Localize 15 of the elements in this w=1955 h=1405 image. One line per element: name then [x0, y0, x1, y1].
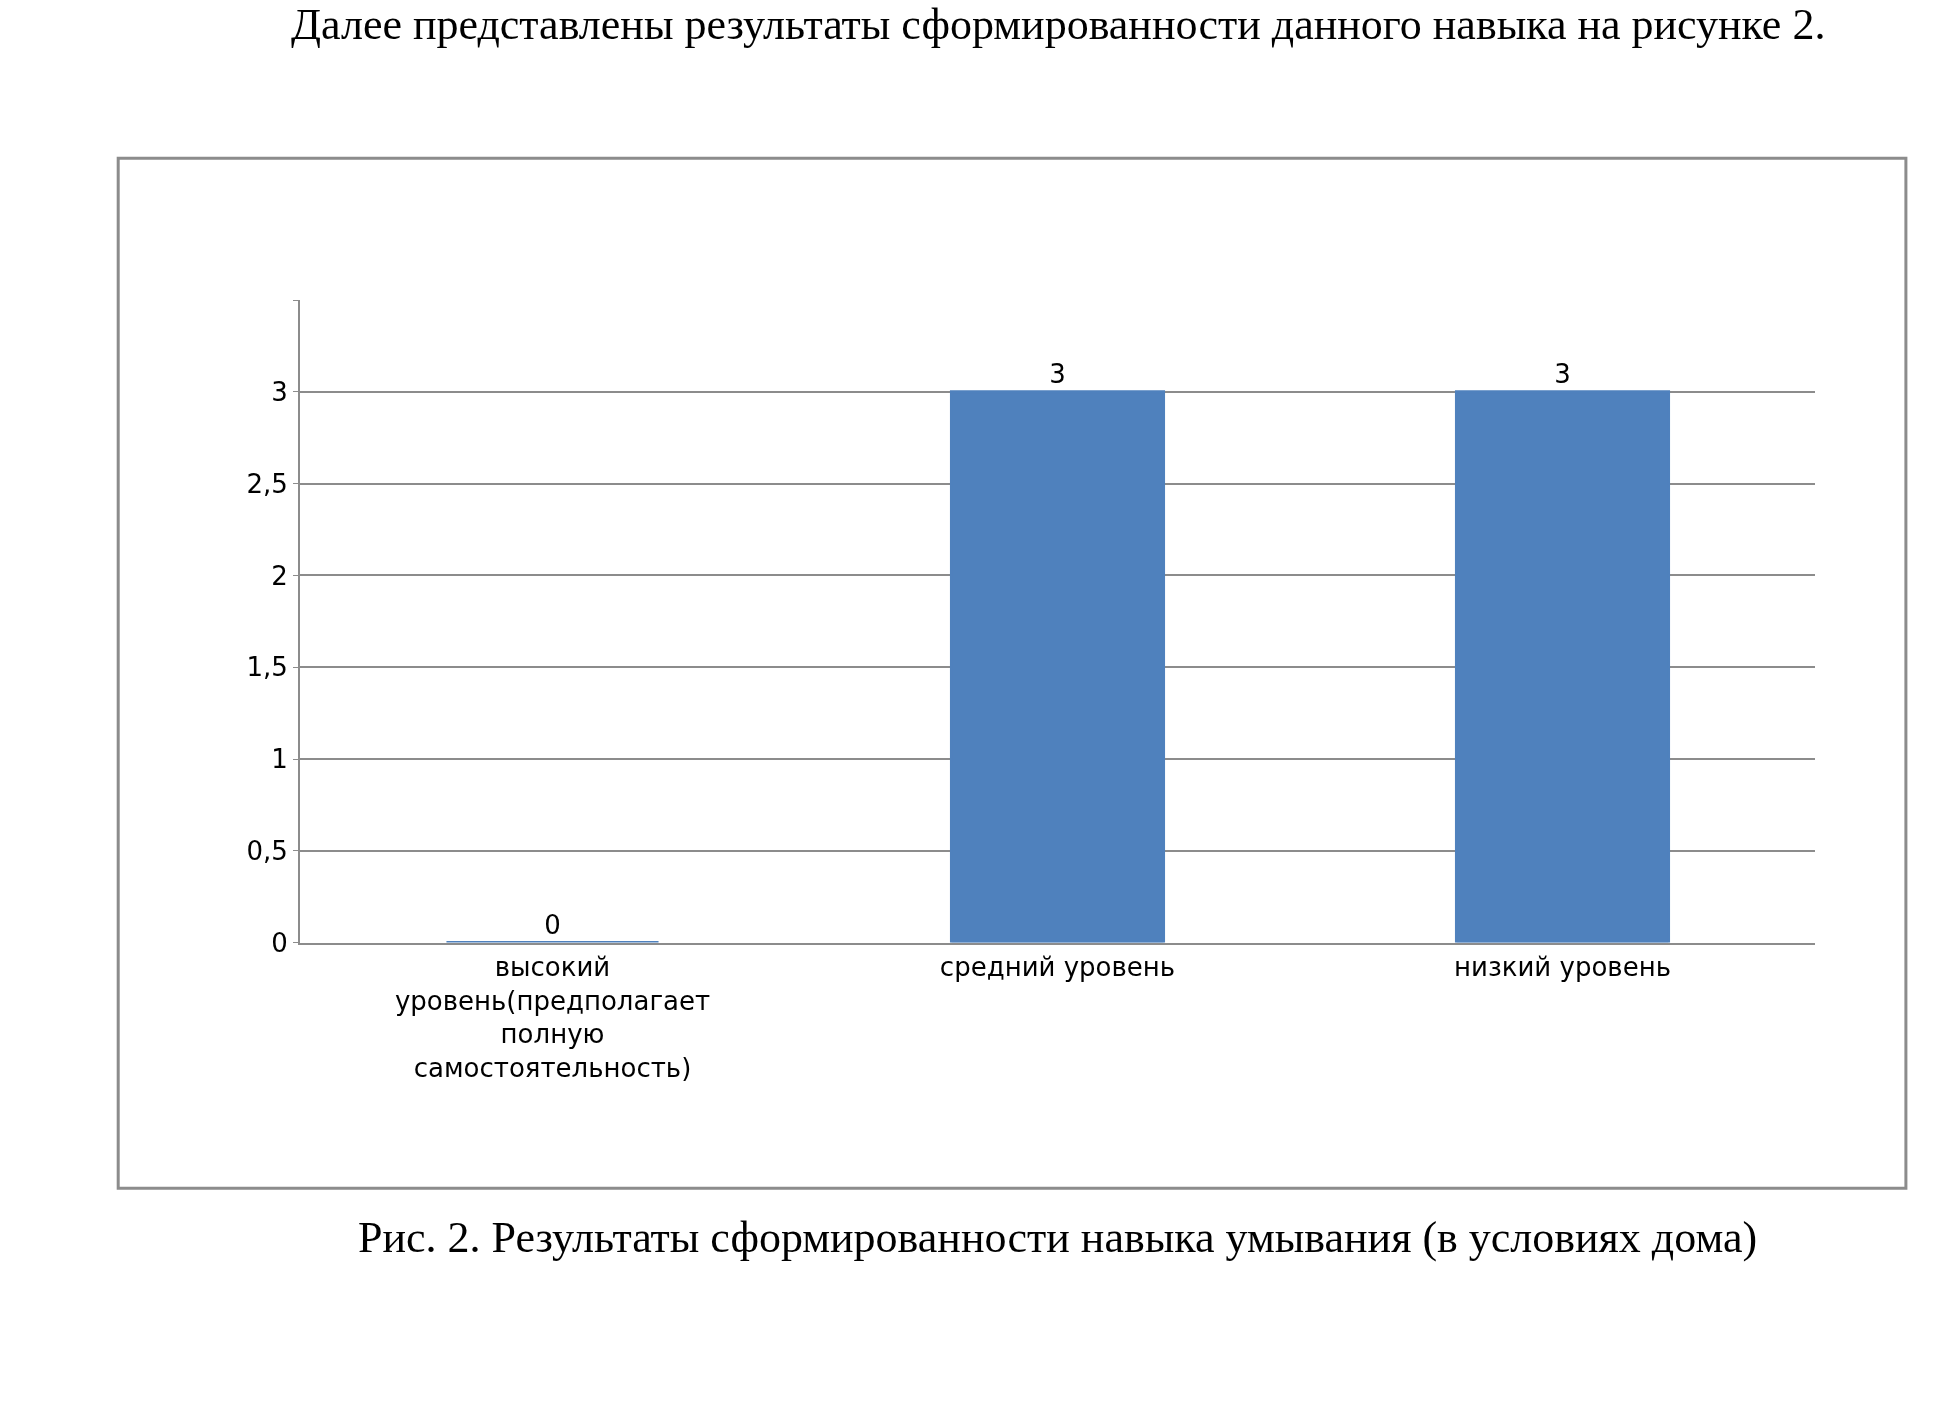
text: Рис. 2. Результаты сформированности навыка умывания (в условиях дома)	[358, 1213, 1758, 1262]
data-label: 3	[1049, 358, 1066, 389]
y-tick-label: 0	[271, 927, 288, 958]
y-tick-label: 1,5	[246, 652, 288, 683]
x-tick-label: низкий уровень	[1454, 951, 1671, 982]
y-tick-label: 3	[271, 376, 288, 407]
y-tick-label: 1	[271, 744, 288, 775]
x-tick-label: высокий уровень(предполагает полную самостоятельность)	[394, 951, 711, 1084]
data-label: 3	[1554, 358, 1571, 389]
data-label: 0	[544, 909, 561, 940]
y-tick-label: 2,5	[246, 468, 288, 499]
x-tick-label: средний уровень	[939, 951, 1176, 982]
y-tick-label: 0,5	[246, 835, 288, 866]
y-tick-label: 2	[271, 560, 288, 591]
text: Далее представлены результаты сформированности данного навыка на рисунке 2.	[291, 0, 1826, 49]
